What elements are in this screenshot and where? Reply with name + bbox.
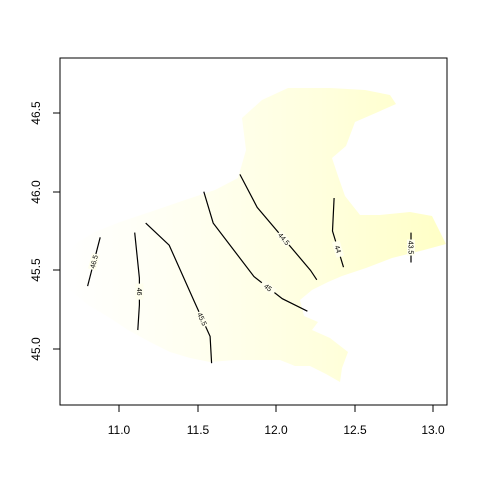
contour-label-background — [195, 310, 210, 329]
region-shape — [62, 88, 446, 382]
contour-label-background — [135, 283, 144, 300]
x-tick-label: 12.0 — [264, 423, 288, 437]
y-tick-label: 46.0 — [29, 180, 43, 204]
y-tick-label: 45.5 — [29, 258, 43, 282]
contour-label: 45 — [262, 283, 273, 293]
contour-label: 44 — [333, 245, 342, 255]
x-tick-label: 11.5 — [187, 423, 210, 437]
contour-label: 46 — [135, 288, 142, 296]
contour-label-background — [275, 230, 293, 248]
contour-label-background — [331, 240, 345, 258]
y-tick-label: 46.5 — [29, 101, 43, 125]
x-tick-label: 11.0 — [108, 423, 131, 437]
y-tick-label: 45.0 — [29, 337, 43, 361]
contour-label-background — [259, 279, 277, 296]
contour-label-background — [88, 252, 100, 271]
contour-line — [145, 222, 213, 364]
contour-label: 46.5 — [90, 254, 100, 269]
x-axis: 11.0 11.5 12.0 12.5 13.0 — [108, 404, 445, 437]
contour-line — [203, 191, 308, 312]
y-axis: 45.0 45.5 46.0 46.5 — [29, 101, 61, 361]
x-tick-label: 13.0 — [421, 423, 445, 437]
contour-label: 43.5 — [407, 241, 414, 255]
contour-label-background — [406, 239, 415, 256]
x-tick-label: 12.5 — [343, 423, 367, 437]
